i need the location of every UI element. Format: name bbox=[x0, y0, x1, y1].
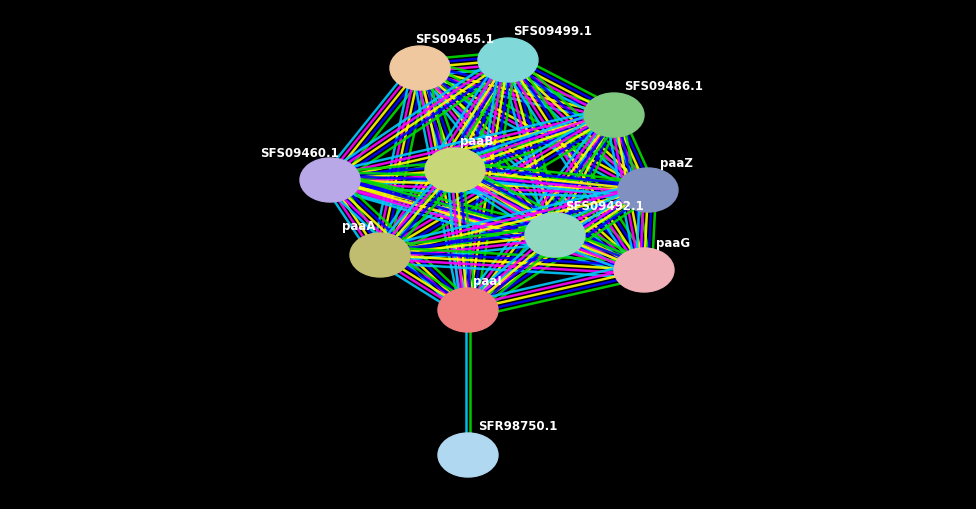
Ellipse shape bbox=[425, 148, 485, 192]
Ellipse shape bbox=[300, 158, 360, 202]
Ellipse shape bbox=[390, 46, 450, 90]
Ellipse shape bbox=[618, 168, 678, 212]
Text: paaB: paaB bbox=[460, 135, 494, 148]
Ellipse shape bbox=[350, 233, 410, 277]
Text: paaI: paaI bbox=[473, 275, 502, 288]
Ellipse shape bbox=[438, 433, 498, 477]
Ellipse shape bbox=[525, 213, 585, 257]
Text: paaG: paaG bbox=[656, 237, 690, 250]
Text: SFS09499.1: SFS09499.1 bbox=[513, 25, 591, 38]
Text: paaA: paaA bbox=[342, 220, 376, 233]
Ellipse shape bbox=[438, 288, 498, 332]
Text: SFR98750.1: SFR98750.1 bbox=[478, 420, 557, 433]
Ellipse shape bbox=[478, 38, 538, 82]
Text: SFS09492.1: SFS09492.1 bbox=[565, 200, 644, 213]
Text: SFS09460.1: SFS09460.1 bbox=[260, 147, 339, 160]
Ellipse shape bbox=[584, 93, 644, 137]
Text: paaZ: paaZ bbox=[660, 157, 693, 170]
Ellipse shape bbox=[614, 248, 674, 292]
Text: SFS09486.1: SFS09486.1 bbox=[624, 80, 703, 93]
Text: SFS09465.1: SFS09465.1 bbox=[415, 33, 494, 46]
